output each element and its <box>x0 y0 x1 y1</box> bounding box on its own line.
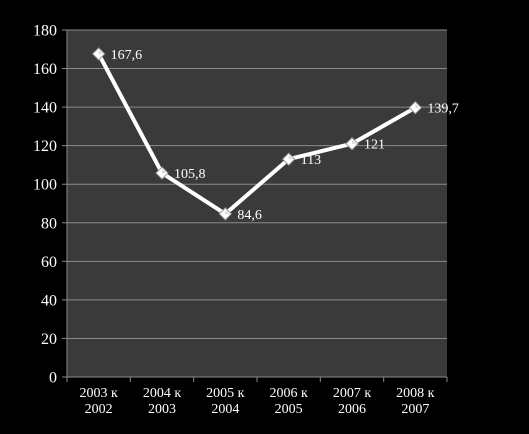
diamond-marker-shade <box>415 103 420 108</box>
x-category-label-line: 2005 <box>275 402 303 417</box>
x-category-label-line: 2002 <box>85 402 113 417</box>
data-point-marker <box>155 166 169 180</box>
x-category-label: 2003 к 2002 <box>80 386 119 417</box>
x-category-label: 2004 к 2003 <box>143 386 182 417</box>
y-tick-label: 40 <box>41 292 57 309</box>
x-category-label: 2005 к 2004 <box>206 386 245 417</box>
diamond-marker-shade <box>98 49 103 54</box>
data-point-marker <box>345 137 359 151</box>
y-tick-label: 180 <box>33 23 57 40</box>
diamond-marker-shade <box>352 139 356 144</box>
series-line-path <box>96 51 418 216</box>
series-line <box>96 51 418 216</box>
y-tick-label: 160 <box>33 61 57 78</box>
diamond-marker-shade <box>225 209 230 214</box>
y-tick-label: 140 <box>33 100 57 117</box>
data-label: 121 <box>364 138 385 153</box>
x-category-label-line: 2006 <box>338 402 366 417</box>
data-label: 113 <box>301 153 321 168</box>
data-point-markers <box>91 47 423 221</box>
x-category-label-line: 2006 к <box>270 386 309 401</box>
y-tick-label: 100 <box>33 177 57 194</box>
x-category-label: 2008 к 2007 <box>396 386 435 417</box>
y-tick-label: 0 <box>49 370 57 387</box>
x-category-label-line: 2004 <box>211 402 239 417</box>
data-point-marker <box>91 47 106 61</box>
data-label: 139,7 <box>427 102 459 117</box>
data-point-marker <box>408 100 423 115</box>
x-category-label-line: 2007 <box>401 402 429 417</box>
x-category-label-line: 2004 к <box>143 386 182 401</box>
x-category-label-line: 2003 к <box>80 386 119 401</box>
diamond-marker-shade <box>288 155 293 160</box>
y-tick-label: 60 <box>41 254 57 271</box>
x-category-label-line: 2005 к <box>206 386 245 401</box>
data-point-marker <box>281 152 296 166</box>
y-tick-label: 20 <box>41 331 57 348</box>
data-label: 105,8 <box>174 167 206 182</box>
x-category-label: 2007 к 2006 <box>333 386 372 417</box>
x-category-label-line: 2003 <box>148 402 176 417</box>
x-category-label-line: 2007 к <box>333 386 372 401</box>
x-category-label: 2006 к 2005 <box>270 386 309 417</box>
diamond-marker-shade <box>162 169 166 174</box>
x-category-label-line: 2008 к <box>396 386 435 401</box>
data-point-marker <box>218 207 233 221</box>
plot-area <box>67 30 447 377</box>
data-label: 167,6 <box>111 48 142 63</box>
y-axis-tick-labels: 0 20 40 60 80 100 120 140 160 180 <box>33 23 57 387</box>
y-tick-label: 80 <box>41 215 57 232</box>
data-label: 84,6 <box>237 208 261 223</box>
data-labels: 167,6 105,8 84,6 113 121 139,7 <box>111 48 459 223</box>
y-tick-label: 120 <box>33 138 57 155</box>
